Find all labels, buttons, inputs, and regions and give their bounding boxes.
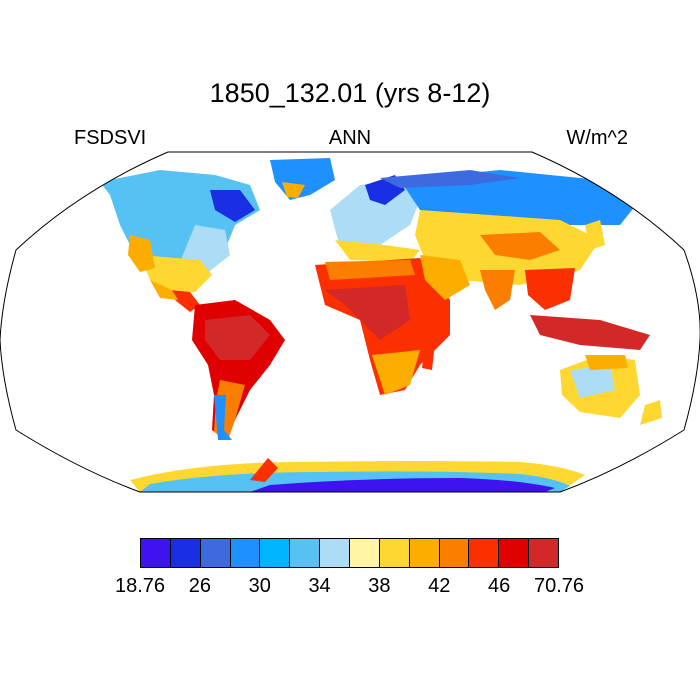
colorbar-box-9	[409, 539, 440, 567]
colorbar-label: 30	[248, 575, 271, 597]
land-australia-north	[585, 355, 628, 370]
colorbar-box-0	[141, 539, 171, 567]
land-southeast-asia	[525, 268, 575, 310]
season-label: ANN	[328, 127, 372, 149]
land-us-south	[140, 255, 212, 292]
land-tibet	[480, 232, 560, 260]
colorbar-box-10	[439, 539, 470, 567]
colorbar-box-8	[379, 539, 410, 567]
colorbar-box-7	[350, 539, 380, 567]
colorbar-box-12	[499, 539, 530, 567]
land-greenland-south	[282, 182, 305, 198]
land-india	[480, 270, 515, 310]
land-antarctica-interior	[250, 478, 555, 492]
land-patagonia	[214, 395, 232, 440]
colorbar-label: 34	[308, 575, 331, 597]
colorbar-label: 42	[428, 575, 451, 597]
land-hudson-area	[210, 190, 255, 222]
land-mexico	[150, 280, 178, 300]
colorbar-label: 38	[368, 575, 391, 597]
colorbar-label: 18.76	[114, 575, 166, 597]
colorbar-box-3	[230, 539, 261, 567]
land-japan	[585, 220, 605, 250]
colorbar-label: 46	[488, 575, 511, 597]
land-amazon-core	[205, 315, 270, 360]
colorbar	[140, 538, 559, 568]
land-antarctic-peninsula	[250, 458, 278, 482]
colorbar-box-5	[290, 539, 321, 567]
variable-label: FSDSVI	[74, 127, 147, 149]
colorbar-box-4	[260, 539, 291, 567]
land-mediterranean	[335, 240, 420, 262]
land-africa-core	[325, 285, 410, 340]
land-africa-north	[325, 260, 415, 280]
land-asia-north-band	[380, 170, 520, 188]
colorbar-box-1	[170, 539, 201, 567]
land-greenland	[270, 158, 335, 200]
land-indonesia	[530, 315, 650, 350]
land-arabia	[420, 255, 470, 300]
colorbar-box-13	[529, 539, 559, 567]
land-central-america	[170, 290, 200, 312]
colorbar-box-6	[320, 539, 351, 567]
land-europe	[330, 180, 420, 250]
colorbar-label: 70.76	[533, 575, 585, 597]
colorbar-label: 26	[188, 575, 211, 597]
land-madagascar	[422, 343, 435, 370]
land-data	[100, 158, 662, 492]
colorbar-box-2	[200, 539, 231, 567]
land-australia-interior	[570, 365, 615, 398]
land-us-southwest	[128, 235, 155, 272]
land-new-zealand	[640, 400, 662, 425]
colorbar-box-11	[469, 539, 500, 567]
land-africa-south	[372, 350, 420, 395]
plot-title: 1850_132.01 (yrs 8-12)	[209, 78, 491, 108]
map-boundary	[0, 151, 700, 493]
units-label: W/m^2	[566, 127, 628, 149]
